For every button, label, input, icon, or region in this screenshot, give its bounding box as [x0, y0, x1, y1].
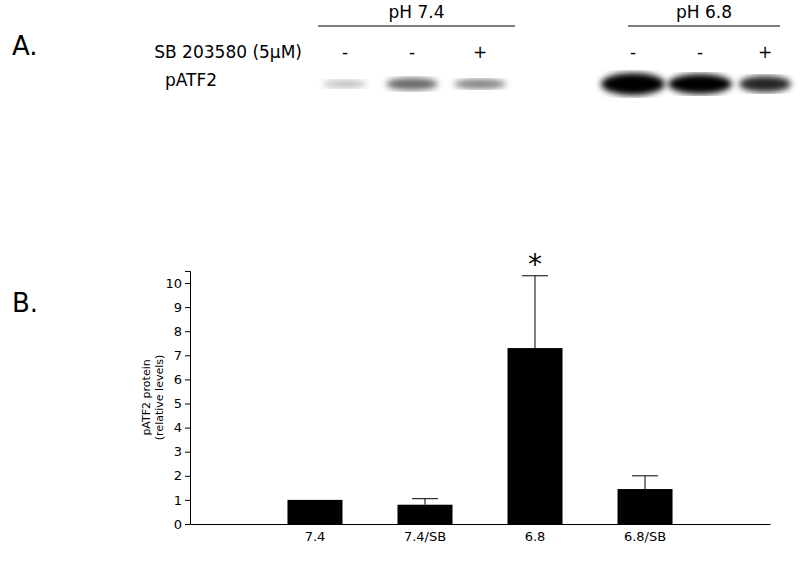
y-tick-mark	[185, 452, 190, 453]
x-tick-label: 7.4/SB	[404, 529, 446, 544]
y-tick-label: 5	[174, 396, 182, 411]
error-bar	[302, 499, 328, 500]
y-tick: 3	[174, 444, 190, 459]
y-tick-mark	[185, 283, 190, 284]
y-tick-mark	[185, 500, 190, 501]
blot-band	[601, 73, 665, 95]
row-label: pATF2	[165, 70, 217, 90]
y-tick: 9	[174, 300, 190, 315]
treatment-label: SB 203580 (5μM)	[154, 42, 302, 62]
y-tick-label: 6	[174, 372, 182, 387]
y-tick-label: 3	[174, 444, 182, 459]
error-cap	[632, 475, 658, 476]
y-tick-label: 0	[174, 517, 182, 532]
y-axis-title-line: pATF2 protein	[140, 359, 153, 435]
error-bar	[632, 476, 658, 489]
blot-band	[323, 80, 367, 88]
blot-band	[386, 78, 438, 90]
group-label: pH 6.8	[676, 2, 732, 22]
y-tick-label: 2	[174, 468, 182, 483]
treatment-sign: -	[342, 42, 348, 62]
blot-band	[668, 74, 732, 94]
y-tick: 0	[174, 517, 190, 532]
error-stem	[424, 499, 425, 505]
plot-area	[287, 276, 672, 524]
x-tick: 6.8	[525, 524, 546, 544]
error-bar	[412, 499, 438, 505]
x-tick-label: 7.4	[305, 529, 326, 544]
y-axis-title: pATF2 protein(relative levels)	[140, 355, 166, 440]
x-tick-label: 6.8/SB	[624, 529, 666, 544]
y-tick-label: 4	[174, 420, 182, 435]
panel-a: A. pH 7.4 pH 6.8 SB 203580 (5μM) - - + - - + pATF2	[12, 2, 791, 95]
panel-label: A.	[12, 31, 38, 61]
group-label: pH 7.4	[388, 2, 444, 22]
y-axis-title-line: (relative levels)	[153, 355, 166, 440]
bar	[287, 500, 342, 524]
x-tick: 7.4/SB	[404, 524, 446, 544]
bar	[618, 489, 673, 524]
error-cap	[412, 498, 438, 499]
y-tick-mark	[185, 524, 190, 525]
y-tick: 8	[174, 324, 190, 339]
treatment-sign: -	[697, 42, 703, 62]
y-tick-label: 7	[174, 348, 182, 363]
treatment-sign: -	[630, 42, 636, 62]
blot-band	[454, 79, 506, 89]
x-tick: 6.8/SB	[624, 524, 666, 544]
error-stem	[645, 476, 646, 489]
x-tick: 7.4	[305, 524, 326, 544]
y-tick-mark	[185, 428, 190, 429]
figure: A. pH 7.4 pH 6.8 SB 203580 (5μM) - - + - - + pATF2…	[0, 0, 800, 562]
y-tick: 1	[174, 493, 190, 508]
error-bar	[522, 276, 548, 348]
y-tick-mark	[185, 404, 190, 405]
y-tick: 4	[174, 420, 190, 435]
y-axis-line	[185, 271, 191, 524]
treatment-sign: -	[409, 42, 415, 62]
y-tick-mark	[185, 331, 190, 332]
y-tick: 5	[174, 396, 190, 411]
x-tick-label: 6.8	[525, 529, 546, 544]
group-line	[318, 26, 515, 27]
x-axis: 7.4 7.4/SB 6.8 6.8/SB	[191, 524, 771, 544]
x-axis-line	[191, 524, 771, 525]
treatment-sign: +	[473, 42, 487, 62]
y-tick-label: 8	[174, 324, 182, 339]
y-tick-label: 9	[174, 300, 182, 315]
treatment-sign: +	[758, 42, 772, 62]
y-tick-label: 1	[174, 493, 182, 508]
y-tick-label: 10	[165, 276, 182, 291]
y-tick-mark	[185, 307, 190, 308]
y-tick: 7	[174, 348, 190, 363]
panel-label: B.	[12, 288, 38, 318]
y-tick: 6	[174, 372, 190, 387]
y-tick: 10	[165, 276, 190, 291]
y-tick-mark	[185, 476, 190, 477]
error-stem	[535, 276, 536, 348]
y-tick-mark	[185, 355, 190, 356]
y-tick: 2	[174, 468, 190, 483]
y-tick-mark	[185, 379, 190, 380]
annotation: *	[528, 248, 542, 281]
bar	[397, 505, 452, 524]
y-axis: 0 1 2 3 4 5 6 7 8 9 10	[165, 271, 190, 531]
bar	[508, 348, 563, 524]
blot-band	[739, 76, 791, 92]
group-line	[628, 26, 780, 27]
